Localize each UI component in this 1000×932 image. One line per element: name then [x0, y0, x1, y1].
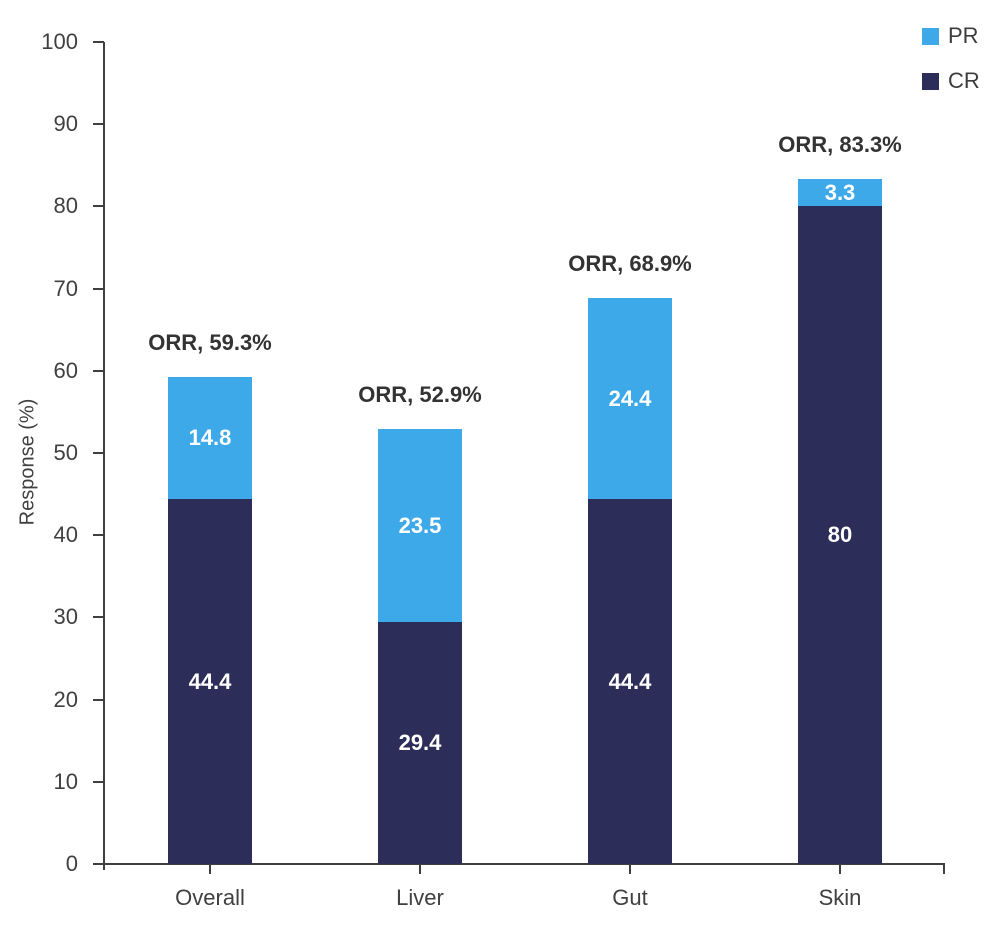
- y-tick-label: 90: [53, 111, 78, 137]
- x-axis-label-gut: Gut: [612, 885, 648, 910]
- y-tick: [93, 205, 104, 208]
- y-tick-label: 100: [41, 29, 78, 54]
- bar-value-label-cr-gut: 44.4: [608, 668, 652, 694]
- legend-item-pr: PR: [922, 23, 980, 48]
- y-tick-label: 50: [53, 440, 78, 465]
- y-tick: [93, 123, 104, 126]
- bar-segment-pr-skin: [798, 179, 882, 207]
- x-axis-label-liver: Liver: [396, 885, 444, 910]
- x-axis-label-overall: Overall: [175, 885, 245, 910]
- bar-segment-cr-skin: [798, 206, 882, 864]
- bar-value-label-pr-gut: 24.4: [608, 385, 652, 411]
- x-axis-label-skin: Skin: [818, 885, 862, 910]
- y-tick: [93, 452, 104, 454]
- legend-label-pr: PR: [948, 23, 979, 48]
- y-tick-label: 30: [53, 604, 78, 630]
- legend-label-cr: CR: [948, 68, 980, 93]
- bar-segment-cr-liver: [378, 622, 462, 864]
- cr-color-swatch: [922, 72, 939, 90]
- x-axis-end-tick: [943, 865, 945, 874]
- y-axis-line: [103, 42, 105, 870]
- bar-value-label-pr-skin: 3.3: [824, 179, 856, 205]
- legend-item-cr: CR: [922, 68, 980, 93]
- x-tick: [209, 865, 211, 874]
- y-tick: [93, 534, 104, 537]
- y-tick-label: 20: [53, 686, 78, 712]
- y-tick: [93, 287, 104, 290]
- y-tick: [93, 616, 104, 619]
- y-tick: [93, 780, 104, 783]
- y-tick-label: 70: [53, 275, 78, 301]
- bar-segment-pr-overall: [168, 377, 252, 500]
- bar-segment-pr-gut: [588, 298, 672, 500]
- x-axis-line: [103, 863, 945, 865]
- orr-label-skin: ORR, 83.3%: [778, 132, 902, 158]
- bar-segment-pr-liver: [378, 429, 462, 623]
- y-tick-label: 60: [53, 357, 78, 383]
- orr-label-overall: ORR, 59.3%: [148, 330, 272, 356]
- bar-segment-cr-gut: [588, 499, 672, 864]
- y-tick-label: 40: [53, 522, 78, 548]
- y-tick: [93, 863, 104, 865]
- legend: PR CR: [922, 23, 980, 93]
- x-tick: [629, 865, 631, 874]
- bar-value-label-cr-liver: 29.4: [398, 730, 442, 756]
- bar-value-label-pr-liver: 23.5: [398, 512, 442, 538]
- pr-color-swatch: [922, 27, 939, 45]
- x-tick: [419, 865, 421, 874]
- orr-label-liver: ORR, 52.9%: [358, 382, 482, 408]
- y-tick-label: 10: [53, 768, 78, 794]
- y-tick: [93, 698, 104, 701]
- bar-value-label-pr-overall: 14.8: [188, 425, 232, 451]
- x-tick: [839, 865, 841, 874]
- y-tick: [93, 41, 104, 43]
- bar-value-label-cr-skin: 80: [827, 522, 853, 548]
- orr-label-gut: ORR, 68.9%: [568, 251, 692, 277]
- y-tick-label: 80: [53, 193, 78, 219]
- y-tick: [93, 369, 104, 372]
- y-tick-label: 0: [65, 851, 78, 876]
- bar-value-label-cr-overall: 44.4: [188, 668, 232, 694]
- bar-segment-cr-overall: [168, 499, 252, 864]
